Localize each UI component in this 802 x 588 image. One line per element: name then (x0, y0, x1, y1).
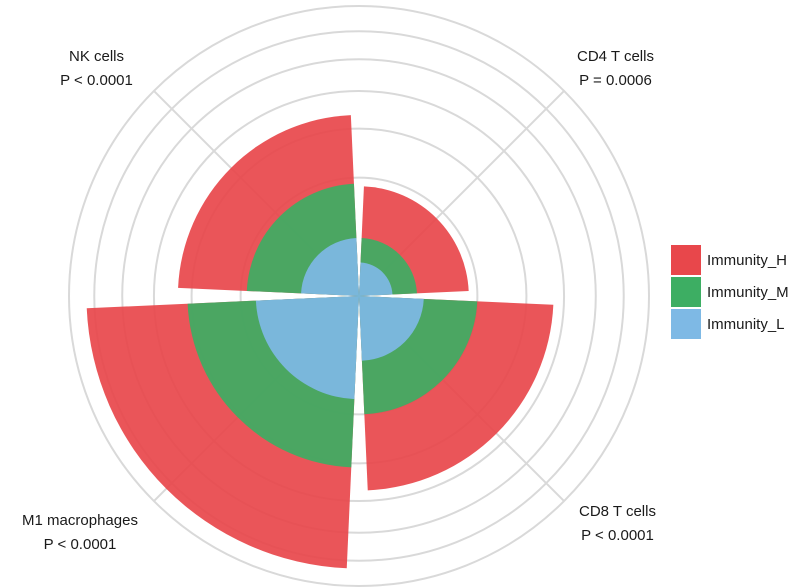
legend-label-immunity-h: Immunity_H (707, 251, 788, 269)
bar-immunity-l-nk-cells (301, 238, 359, 296)
grid-ring-1 (239, 176, 479, 416)
category-p-nk: P < 0.0001 (60, 72, 133, 89)
category-label-nk: NK cells P < 0.0001 (29, 45, 164, 93)
category-p-m1: P < 0.0001 (43, 536, 117, 553)
legend-swatch-immunity-m (671, 277, 701, 307)
legend: Immunity_H Immunity_M Immunity_L (671, 244, 789, 340)
category-p-cd4: P = 0.0006 (579, 72, 652, 89)
legend-label-immunity-m: Immunity_M (707, 283, 789, 301)
legend-swatch-immunity-h (671, 245, 701, 275)
category-label-m1: M1 macrophages P < 0.0001 (10, 509, 150, 557)
grid-ring-2 (190, 127, 528, 465)
category-name-nk: NK cells (68, 48, 124, 65)
legend-item-immunity-m: Immunity_M (671, 276, 789, 308)
grid-ring-4 (121, 58, 597, 534)
category-label-cd4: CD4 T cells P = 0.0006 (548, 45, 683, 93)
category-name-cd4: CD4 T cells (577, 48, 654, 65)
grid-ring-5 (93, 30, 625, 562)
category-name-m1: M1 macrophages (22, 512, 138, 529)
legend-swatch-immunity-l (671, 309, 701, 339)
polar-bars (86, 115, 554, 569)
bar-immunity-l-m1-macrophages (255, 296, 359, 400)
legend-item-immunity-l: Immunity_L (671, 308, 789, 340)
category-p-cd8: P < 0.0001 (581, 527, 654, 544)
grid-ring-3 (152, 89, 566, 503)
bar-immunity-l-cd4-t-cells (359, 262, 393, 296)
category-name-cd8: CD8 T cells (579, 503, 656, 520)
grid-ring-6 (68, 5, 650, 587)
legend-item-immunity-h: Immunity_H (671, 244, 789, 276)
legend-label-immunity-l: Immunity_L (707, 315, 785, 333)
category-label-cd8: CD8 T cells P < 0.0001 (550, 500, 685, 548)
bar-immunity-l-cd8-t-cells (359, 296, 424, 361)
